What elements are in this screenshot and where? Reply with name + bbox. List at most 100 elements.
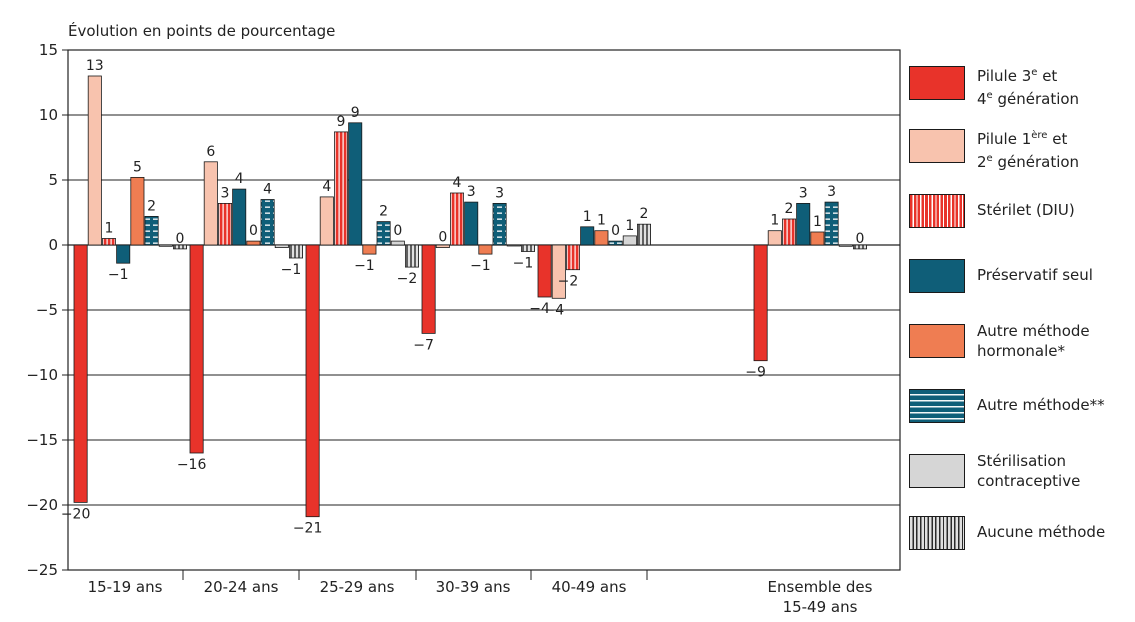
bar xyxy=(189,244,204,454)
legend-item: Pilule 3e et 4e génération xyxy=(905,62,1135,122)
legend-swatch xyxy=(909,454,965,488)
bar xyxy=(376,221,391,246)
data-label: 2 xyxy=(147,198,156,214)
x-tick-label: 20-24 ans xyxy=(204,578,279,596)
y-tick-label: −5 xyxy=(36,301,58,319)
x-tick-label: 15-19 ans xyxy=(88,578,163,596)
legend-label: Aucune méthode xyxy=(977,523,1106,541)
bar xyxy=(102,238,117,246)
bar xyxy=(362,244,377,255)
legend-label: Pilule 1ère et 2e génération xyxy=(977,130,1080,171)
bar xyxy=(810,231,825,246)
data-label: −20 xyxy=(61,506,91,522)
bar xyxy=(348,122,363,246)
legend-item: Aucune méthode xyxy=(905,512,1135,572)
data-label: 1 xyxy=(770,213,779,229)
data-label: 1 xyxy=(583,209,592,225)
data-label: −1 xyxy=(470,258,491,274)
data-label: 0 xyxy=(393,223,402,239)
data-label: 3 xyxy=(467,184,476,200)
data-label: 1 xyxy=(597,213,606,229)
bar xyxy=(305,244,320,518)
bar xyxy=(838,244,853,247)
bar xyxy=(232,188,247,246)
y-tick-label: 0 xyxy=(48,236,58,254)
legend-label: Stérilisation contraceptive xyxy=(977,452,1081,490)
data-label: −9 xyxy=(745,365,766,381)
y-tick-label: 15 xyxy=(39,41,58,59)
bar xyxy=(274,244,289,248)
data-label: −4 xyxy=(529,301,550,317)
legend-swatch xyxy=(909,66,965,100)
bar xyxy=(404,244,419,268)
data-label: 4 xyxy=(235,171,244,187)
bar xyxy=(521,244,536,252)
bar xyxy=(144,215,159,246)
data-label: −1 xyxy=(281,262,302,278)
data-label: 3 xyxy=(827,184,836,200)
data-label: −2 xyxy=(397,271,418,287)
y-tick-label: 5 xyxy=(48,171,58,189)
bar xyxy=(594,230,609,246)
bar xyxy=(622,235,637,246)
legend-label: Pilule 3e et 4e génération xyxy=(977,67,1080,108)
bar xyxy=(637,223,652,246)
legend-item: Autre méthode hormonale* xyxy=(905,320,1135,380)
legend-item: Autre méthode** xyxy=(905,385,1135,445)
bar xyxy=(853,244,868,250)
data-label: −1 xyxy=(513,256,534,272)
data-label: 4 xyxy=(263,182,272,198)
y-tick-label: −25 xyxy=(26,561,58,579)
bar xyxy=(158,244,173,247)
legend-label: Autre méthode** xyxy=(977,396,1105,414)
bar xyxy=(435,244,450,248)
data-label: 0 xyxy=(856,231,865,247)
data-label: −21 xyxy=(293,521,323,537)
bar xyxy=(333,131,348,246)
y-tick-label: −15 xyxy=(26,431,58,449)
legend-label: Stérilet (DIU) xyxy=(977,201,1075,219)
bar xyxy=(478,244,493,255)
bar xyxy=(464,201,479,246)
data-label: 3 xyxy=(799,185,808,201)
y-tick-label: −10 xyxy=(26,366,58,384)
y-tick-label: −20 xyxy=(26,496,58,514)
bar xyxy=(319,196,334,246)
legend-item: Préservatif seul xyxy=(905,255,1135,315)
data-label: −4 xyxy=(543,302,564,318)
bar xyxy=(753,244,768,362)
legend-label: Autre méthode hormonale* xyxy=(977,322,1090,360)
data-label: 1 xyxy=(625,218,634,234)
data-label: −1 xyxy=(108,267,129,283)
bar xyxy=(824,201,839,246)
data-label: 1 xyxy=(813,214,822,230)
data-label: 2 xyxy=(640,206,649,222)
legend-swatch xyxy=(909,324,965,358)
data-label: −2 xyxy=(558,274,579,290)
data-label: 4 xyxy=(322,179,331,195)
legend-swatch xyxy=(909,194,965,228)
legend-item: Stérilisation contraceptive xyxy=(905,450,1135,510)
plot-frame xyxy=(67,49,901,571)
data-label: 5 xyxy=(133,159,142,175)
x-tick-label: 25-29 ans xyxy=(320,578,395,596)
legend-label: Préservatif seul xyxy=(977,266,1093,284)
bar xyxy=(566,244,581,271)
bar xyxy=(172,244,187,250)
bar xyxy=(130,176,145,246)
data-label: 0 xyxy=(249,223,258,239)
data-label: 9 xyxy=(337,114,346,130)
bar xyxy=(796,202,811,246)
data-label: 4 xyxy=(453,175,462,191)
bar xyxy=(246,240,261,246)
bar xyxy=(260,199,275,246)
bar xyxy=(492,202,507,246)
data-label: 6 xyxy=(206,144,215,160)
y-tick-label: 10 xyxy=(39,106,58,124)
data-label: 9 xyxy=(351,105,360,121)
data-label: 2 xyxy=(785,201,794,217)
bar xyxy=(580,226,595,246)
legend-swatch xyxy=(909,516,965,550)
x-tick-label: 15-49 ans xyxy=(783,598,858,616)
bar xyxy=(73,244,88,503)
